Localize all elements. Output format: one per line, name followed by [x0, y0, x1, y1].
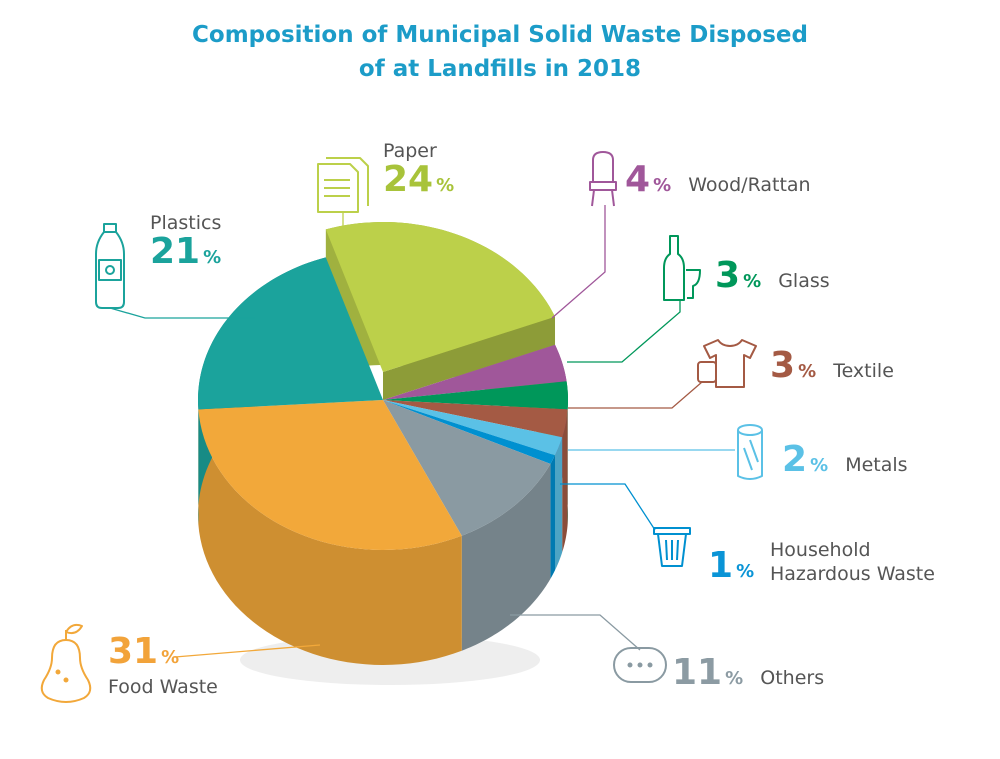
label-hhw-name-line-2: Hazardous Waste	[770, 563, 935, 585]
slice-side-textile	[562, 409, 568, 553]
label-others-value: 11	[672, 652, 723, 693]
percent-sign: %	[161, 647, 180, 668]
label-food-value: 31	[108, 631, 159, 672]
pear-icon	[40, 623, 92, 703]
percent-sign: %	[203, 247, 222, 268]
label-textile-name: Textile	[833, 360, 894, 382]
label-others-name: Others	[760, 667, 825, 689]
label-hhw-name-line-1: Household	[770, 539, 871, 561]
slice-side-others	[461, 463, 551, 651]
label-metals-value: 2	[782, 439, 808, 480]
percent-sign: %	[743, 271, 762, 292]
slice-household-hazardous-waste	[383, 400, 556, 464]
percent-sign: %	[436, 175, 455, 196]
paper-icon	[317, 157, 369, 213]
percent-sign: %	[810, 455, 829, 476]
label-hhw: 1%	[708, 548, 754, 590]
wine-bottle-icon	[663, 235, 701, 301]
slice-glass	[383, 381, 568, 410]
leader-glass	[567, 300, 681, 363]
chair-icon	[589, 151, 617, 207]
slice-plastics	[198, 257, 383, 410]
chart-title: Composition of Municipal Solid Waste Dis…	[0, 18, 1000, 86]
label-glass-name: Glass	[778, 270, 830, 292]
label-glass: 3% Glass	[715, 258, 830, 300]
leader-food	[174, 644, 321, 658]
speech-bubble-icon	[613, 647, 667, 683]
slice-others	[383, 400, 551, 536]
label-wood: 4% Wood/Rattan	[625, 162, 811, 204]
leader-plastics	[109, 307, 255, 319]
slice-food-waste	[198, 400, 462, 550]
label-textile: 3% Textile	[770, 348, 894, 390]
slice-metals	[383, 400, 563, 456]
label-wood-value: 4	[625, 159, 651, 200]
bottle-icon	[95, 223, 125, 309]
tshirt-icon	[697, 339, 757, 388]
label-others: 11% Others	[672, 655, 824, 697]
leader-lines	[109, 205, 735, 658]
label-food-name: Food Waste	[108, 676, 218, 698]
label-metals-name: Metals	[845, 454, 908, 476]
trash-bin-icon	[653, 527, 691, 567]
label-metals: 2% Metals	[782, 442, 908, 484]
title-line-1: Composition of Municipal Solid Waste Dis…	[192, 22, 808, 48]
slice-textile	[383, 400, 568, 438]
label-textile-value: 3	[770, 345, 796, 386]
leader-textile	[568, 381, 703, 409]
percent-sign: %	[736, 561, 755, 582]
percent-sign: %	[798, 361, 817, 382]
label-hhw-value: 1	[708, 545, 734, 586]
title-line-2: of at Landfills in 2018	[358, 56, 642, 82]
leader-others	[510, 614, 641, 651]
leader-wood	[551, 205, 606, 319]
slice-paper	[325, 222, 556, 372]
label-hhw-name: Household Hazardous Waste	[770, 538, 935, 586]
percent-sign: %	[725, 668, 744, 689]
label-paper: Paper 24%	[383, 140, 454, 204]
label-paper-name: Paper	[383, 140, 437, 162]
label-plastics-name: Plastics	[150, 212, 222, 234]
percent-sign: %	[653, 175, 672, 196]
label-wood-name: Wood/Rattan	[688, 174, 811, 196]
metal-roll-icon	[737, 424, 763, 480]
slice-side-metals	[555, 437, 563, 571]
slice-cut-paper	[383, 316, 556, 400]
slice-side-food-waste	[198, 409, 462, 665]
label-paper-value: 24	[383, 159, 434, 200]
label-food: 31% Food Waste	[108, 631, 218, 699]
slice-side-household-hazardous-waste	[550, 455, 556, 579]
label-plastics-value: 21	[150, 231, 201, 272]
leader-hhw	[560, 483, 656, 531]
label-plastics: Plastics 21%	[150, 212, 221, 276]
slice-wood-rattan	[383, 344, 567, 400]
label-glass-value: 3	[715, 255, 741, 296]
